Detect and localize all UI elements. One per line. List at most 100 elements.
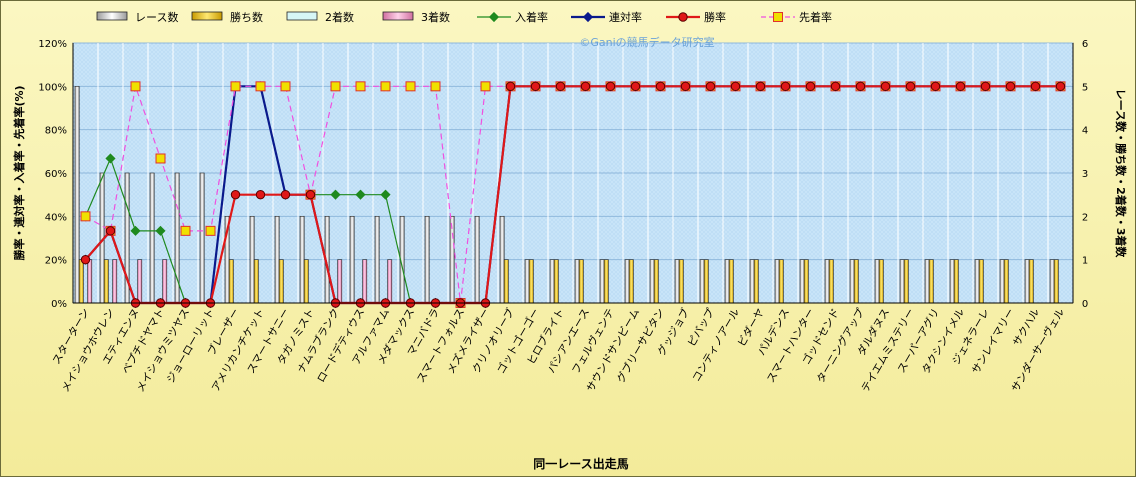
race-count-bar — [274, 216, 280, 304]
win-rate-point — [905, 81, 916, 92]
place-rate-point — [155, 225, 166, 236]
third-count-bar — [87, 259, 93, 304]
win-count-bar — [928, 259, 934, 304]
win-rate-point — [680, 81, 691, 92]
win-rate-point — [930, 81, 941, 92]
third-count-bar — [137, 259, 143, 304]
win-rate-point — [80, 254, 91, 265]
win-rate-point — [555, 81, 566, 92]
legend-label: 入着率 — [515, 10, 548, 24]
win-count-bar — [728, 259, 734, 304]
win-rate-point — [755, 81, 766, 92]
legend-label: 3着数 — [421, 10, 450, 24]
ahead-rate-point — [155, 153, 166, 164]
race-count-bar — [499, 216, 505, 304]
y-tick-left: 40% — [45, 212, 67, 223]
race-count-bar — [824, 259, 830, 304]
race-count-bar — [149, 172, 155, 304]
win-rate-point — [780, 81, 791, 92]
y-tick-left: 60% — [45, 169, 67, 180]
race-count-bar — [749, 259, 755, 304]
race-count-bar — [249, 216, 255, 304]
y-tick-left: 100% — [38, 82, 67, 93]
y-tick-right: 2 — [1082, 212, 1088, 223]
win-count-bar — [953, 259, 959, 304]
ahead-rate-point — [280, 81, 291, 92]
legend-swatch — [382, 11, 414, 21]
y-tick-left: 80% — [45, 126, 67, 137]
win-count-bar — [1053, 259, 1059, 304]
win-rate-point — [730, 81, 741, 92]
race-count-bar — [799, 259, 805, 304]
y-tick-right: 5 — [1082, 82, 1088, 93]
legend-marker — [773, 12, 783, 22]
win-count-bar — [878, 259, 884, 304]
watermark: ©Ganiの競馬データ研究室 — [579, 35, 714, 49]
y-tick-right: 4 — [1082, 126, 1088, 137]
race-count-bar — [599, 259, 605, 304]
legend-label: 勝ち数 — [230, 10, 263, 24]
win-rate-point — [280, 189, 291, 200]
legend-label: 勝率 — [704, 10, 726, 24]
win-rate-point — [955, 81, 966, 92]
race-count-bar — [474, 216, 480, 304]
ahead-rate-point — [130, 81, 141, 92]
legend-label: 2着数 — [325, 10, 354, 24]
ahead-rate-point — [80, 211, 91, 222]
race-count-bar — [974, 259, 980, 304]
x-axis-title: 同一レース出走馬 — [533, 456, 628, 471]
race-count-bar — [874, 259, 880, 304]
win-count-bar — [253, 259, 259, 304]
win-count-bar — [303, 259, 309, 304]
legend-label: 先着率 — [799, 10, 832, 24]
legend-swatch — [96, 11, 128, 21]
win-count-bar — [103, 259, 109, 304]
win-count-bar — [853, 259, 859, 304]
y-tick-right: 3 — [1082, 169, 1088, 180]
win-rate-point — [655, 81, 666, 92]
y-axis-right-title: レース数・勝ち数・2着数・3着数 — [1114, 89, 1128, 259]
legend-label: レース数 — [135, 11, 178, 24]
race-count-bar — [774, 259, 780, 304]
place-rate-point — [355, 189, 366, 200]
third-count-bar — [162, 259, 168, 304]
lines — [80, 81, 1066, 309]
win-count-bar — [528, 259, 534, 304]
race-count-bar — [299, 216, 305, 304]
third-count-bar — [362, 259, 368, 304]
race-count-bar — [549, 259, 555, 304]
race-count-bar — [674, 259, 680, 304]
ahead-rate-point — [205, 225, 216, 236]
win-rate-point — [855, 81, 866, 92]
win-count-bar — [1028, 259, 1034, 304]
race-count-bar — [949, 259, 955, 304]
win-rate-point — [1030, 81, 1041, 92]
race-count-bar — [724, 259, 730, 304]
win-count-bar — [603, 259, 609, 304]
win-count-bar — [628, 259, 634, 304]
legend-marker — [582, 11, 594, 23]
race-count-bar — [699, 259, 705, 304]
third-count-bar — [387, 259, 393, 304]
ahead-rate-point — [380, 81, 391, 92]
win-rate-point — [830, 81, 841, 92]
race-count-bar — [349, 216, 355, 304]
legend: レース数 勝ち数 2着数 3着数 入着率 連対率 勝率 先着率 — [96, 10, 832, 24]
ahead-rate-point — [405, 81, 416, 92]
win-count-bar — [753, 259, 759, 304]
y-tick-left: 0% — [51, 299, 67, 310]
win-rate-point — [805, 81, 816, 92]
y-axis-left-title: 勝率・連対率・入着率・先着率(%) — [12, 85, 26, 260]
win-count-bar — [903, 259, 909, 304]
grid — [73, 42, 1073, 304]
ahead-rate-point — [230, 81, 241, 92]
race-count-bar — [74, 86, 80, 304]
win-rate-point — [580, 81, 591, 92]
legend-swatch — [286, 11, 318, 21]
win-count-bar — [703, 259, 709, 304]
y-tick-right: 0 — [1082, 299, 1088, 310]
race-count-bar — [199, 172, 205, 304]
ahead-rate-point — [355, 81, 366, 92]
